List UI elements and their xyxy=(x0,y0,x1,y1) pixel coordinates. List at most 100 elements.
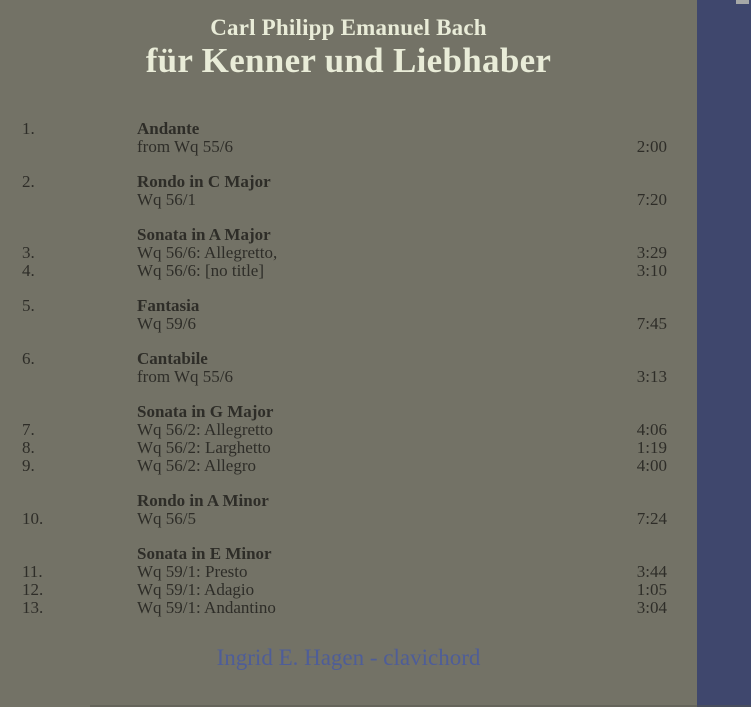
track-duration: 7:45 xyxy=(636,314,667,333)
track-number: 10. xyxy=(22,509,44,528)
movement-line: 13. Wq 59/1: Andantino 3:04 xyxy=(22,599,667,617)
track-duration: 3:13 xyxy=(636,367,667,386)
track-number xyxy=(22,403,137,421)
work-title: Sonata in G Major xyxy=(137,402,274,421)
track-duration xyxy=(607,173,667,191)
track-number: 2. xyxy=(22,172,35,191)
work-title-line: 2. Rondo in C Major xyxy=(22,173,667,191)
track-number: 8. xyxy=(22,438,35,457)
movement-title: Wq 56/2: Allegretto xyxy=(137,420,273,439)
track-number: 6. xyxy=(22,349,35,368)
track-duration xyxy=(607,226,667,244)
scan-artifact-top-right xyxy=(736,0,749,4)
track-number: 5. xyxy=(22,296,35,315)
track-group: Sonata in E Minor 11. Wq 59/1: Presto 3:44 1… xyxy=(22,545,667,617)
scan-artifact-bottom-edge xyxy=(90,705,751,707)
movement-title: Wq 59/6 xyxy=(137,314,197,333)
track-number: 12. xyxy=(22,580,44,599)
work-title: Sonata in A Major xyxy=(137,225,271,244)
movement-title: Wq 56/6: Allegretto, xyxy=(137,243,278,262)
track-number: 4. xyxy=(22,261,35,280)
work-title: Rondo in C Major xyxy=(137,172,271,191)
work-title: Rondo in A Minor xyxy=(137,491,269,510)
track-group: Rondo in A Minor 10. Wq 56/5 7:24 xyxy=(22,492,667,528)
track-group: 2. Rondo in C Major Wq 56/1 7:20 xyxy=(22,173,667,209)
work-title-line: Sonata in G Major xyxy=(22,403,667,421)
track-duration: 3:10 xyxy=(636,261,667,280)
track-number: 1. xyxy=(22,119,35,138)
movement-title: Wq 59/1: Andantino xyxy=(137,598,276,617)
track-number xyxy=(22,138,137,156)
movement-line: from Wq 55/6 3:13 xyxy=(22,368,667,386)
movement-title: Wq 56/2: Larghetto xyxy=(137,438,271,457)
movement-line: Wq 59/6 7:45 xyxy=(22,315,667,333)
track-duration: 3:29 xyxy=(636,243,667,262)
track-group: 5. Fantasia Wq 59/6 7:45 xyxy=(22,297,667,333)
track-duration xyxy=(607,350,667,368)
track-duration: 1:19 xyxy=(636,438,667,457)
track-number xyxy=(22,226,137,244)
track-duration xyxy=(607,120,667,138)
track-duration: 3:44 xyxy=(636,562,667,581)
track-number: 13. xyxy=(22,598,44,617)
track-group: 1. Andante from Wq 55/6 2:00 xyxy=(22,120,667,156)
work-title: Fantasia xyxy=(137,296,200,315)
track-number: 3. xyxy=(22,243,35,262)
movement-line: 3. Wq 56/6: Allegretto, 3:29 xyxy=(22,244,667,262)
movement-line: from Wq 55/6 2:00 xyxy=(22,138,667,156)
work-title-line: Sonata in A Major xyxy=(22,226,667,244)
track-duration: 4:00 xyxy=(636,456,667,475)
movement-title: from Wq 55/6 xyxy=(137,137,234,156)
work-title-line: Rondo in A Minor xyxy=(22,492,667,510)
movement-line: 10. Wq 56/5 7:24 xyxy=(22,510,667,528)
track-duration: 2:00 xyxy=(636,137,667,156)
track-duration xyxy=(607,545,667,563)
track-duration: 3:04 xyxy=(636,598,667,617)
performer-credit: Ingrid E. Hagen - clavichord xyxy=(216,645,481,670)
work-title: Andante xyxy=(137,119,200,138)
movement-line: 8. Wq 56/2: Larghetto 1:19 xyxy=(22,439,667,457)
composer-name: Carl Philipp Emanuel Bach xyxy=(210,15,487,40)
track-number xyxy=(22,368,137,386)
work-title-line: 1. Andante xyxy=(22,120,667,138)
track-duration: 1:05 xyxy=(636,580,667,599)
movement-title: Wq 56/6: [no title] xyxy=(137,261,265,280)
track-number xyxy=(22,315,137,333)
track-number xyxy=(22,191,137,209)
movement-line: 9. Wq 56/2: Allegro 4:00 xyxy=(22,457,667,475)
movement-title: Wq 56/5 xyxy=(137,509,197,528)
track-duration: 7:24 xyxy=(636,509,667,528)
track-number: 11. xyxy=(22,562,43,581)
work-title: Cantabile xyxy=(137,349,208,368)
track-group: Sonata in A Major 3. Wq 56/6: Allegretto, 3… xyxy=(22,226,667,280)
track-number: 9. xyxy=(22,456,35,475)
track-duration: 4:06 xyxy=(636,420,667,439)
track-duration xyxy=(607,492,667,510)
movement-line: 12. Wq 59/1: Adagio 1:05 xyxy=(22,581,667,599)
right-border-strip xyxy=(697,0,751,707)
header: Carl Philipp Emanuel Bach für Kenner und… xyxy=(0,14,697,81)
track-number xyxy=(22,545,137,563)
movement-title: Wq 59/1: Adagio xyxy=(137,580,255,599)
track-duration xyxy=(607,403,667,421)
work-title-line: Sonata in E Minor xyxy=(22,545,667,563)
track-group: Sonata in G Major 7. Wq 56/2: Allegretto 4:… xyxy=(22,403,667,475)
track-duration: 7:20 xyxy=(636,190,667,209)
movement-line: 11. Wq 59/1: Presto 3:44 xyxy=(22,563,667,581)
track-group: 6. Cantabile from Wq 55/6 3:13 xyxy=(22,350,667,386)
movement-title: Wq 56/1 xyxy=(137,190,197,209)
work-title: Sonata in E Minor xyxy=(137,544,272,563)
work-title-line: 6. Cantabile xyxy=(22,350,667,368)
track-number xyxy=(22,492,137,510)
movement-line: 4. Wq 56/6: [no title] 3:10 xyxy=(22,262,667,280)
movement-title: from Wq 55/6 xyxy=(137,367,234,386)
movement-title: Wq 56/2: Allegro xyxy=(137,456,256,475)
album-title: für Kenner und Liebhaber xyxy=(145,41,552,80)
track-list: 1. Andante from Wq 55/6 2:00 2. Rondo in C Ma… xyxy=(22,120,667,634)
movement-line: 7. Wq 56/2: Allegretto 4:06 xyxy=(22,421,667,439)
track-duration xyxy=(607,297,667,315)
movement-line: Wq 56/1 7:20 xyxy=(22,191,667,209)
movement-title: Wq 59/1: Presto xyxy=(137,562,248,581)
work-title-line: 5. Fantasia xyxy=(22,297,667,315)
